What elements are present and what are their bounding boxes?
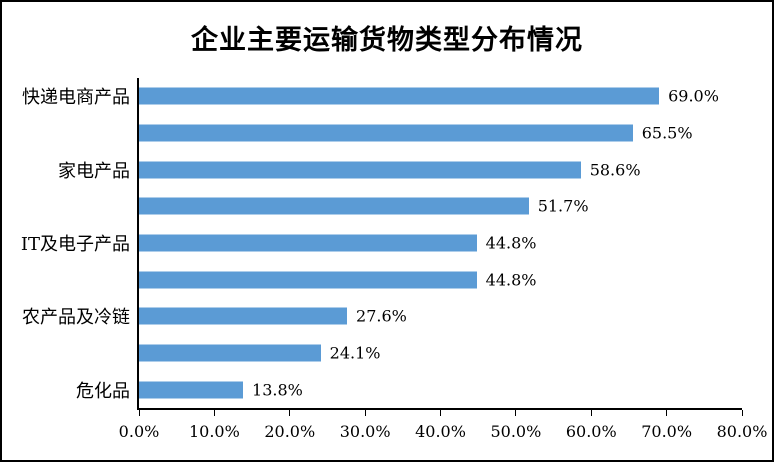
bar-row: 13.8%	[139, 371, 742, 408]
x-axis-tick-label: 10.0%	[188, 422, 240, 441]
x-axis-tick	[213, 410, 215, 416]
x-axis-line	[137, 408, 742, 410]
bar	[139, 124, 633, 142]
bar	[139, 87, 660, 105]
bar	[139, 161, 581, 179]
bar-value-label: 27.6%	[356, 306, 407, 326]
bar-value-label: 58.6%	[589, 160, 641, 180]
category-label: 农产品及冷链	[22, 307, 130, 329]
bar-row: 27.6%	[139, 298, 742, 335]
y-axis-line	[137, 78, 139, 410]
bar	[139, 381, 244, 399]
x-axis-tick	[289, 410, 291, 416]
x-axis-tick	[666, 410, 668, 416]
x-axis-tick-label: 70.0%	[641, 422, 693, 441]
plot-area: 69.0% 65.5% 58.6% 51.7% 44.8% 44.8% 27.6% 24.1%…	[139, 78, 742, 408]
category-label: 家电产品	[58, 160, 130, 182]
y-axis-labels: 快递电商产品家电产品 IT及电子产品 农产品及冷链危化品	[6, 78, 130, 408]
bar-row: 51.7%	[139, 188, 742, 225]
bar	[139, 197, 529, 215]
bar-value-label: 44.8%	[485, 233, 537, 253]
bar-row: 58.6%	[139, 151, 742, 188]
bar-value-label: 44.8%	[485, 270, 537, 290]
bar-value-label: 69.0%	[668, 86, 719, 106]
x-axis-tick-label: 30.0%	[339, 422, 391, 441]
x-axis-tick	[364, 410, 366, 416]
x-axis-tick-label: 80.0%	[716, 422, 768, 441]
bar-row: 69.0%	[139, 78, 742, 115]
bar-row: 65.5%	[139, 115, 742, 152]
bar-value-label: 13.8%	[252, 380, 303, 400]
category-label: 危化品	[76, 380, 130, 402]
x-axis-tick-label: 20.0%	[264, 422, 316, 441]
bar-row: 44.8%	[139, 261, 742, 298]
category-label: IT及电子产品	[20, 234, 130, 255]
x-axis-tick-label: 50.0%	[490, 422, 542, 441]
x-axis-tick	[440, 410, 441, 416]
chart-title: 企业主要运输货物类型分布情况	[191, 25, 583, 56]
bar	[139, 307, 348, 325]
bar	[139, 344, 321, 362]
x-axis-tick	[741, 410, 743, 416]
bar	[139, 271, 477, 289]
x-axis-tick	[515, 410, 517, 416]
category-label: 快递电商产品	[22, 87, 130, 109]
x-axis-tick	[138, 410, 140, 416]
bar-value-label: 51.7%	[537, 196, 589, 216]
x-axis: 0.0% 10.0% 20.0% 30.0% 40.0% 50.0% 60.0% 70.0% 8…	[119, 410, 767, 456]
x-axis-tick-label: 0.0%	[118, 422, 160, 441]
x-axis-tick	[590, 410, 592, 416]
bar	[139, 234, 477, 252]
bar-row: 44.8%	[139, 225, 742, 262]
x-axis-tick-label: 60.0%	[565, 422, 617, 441]
bar-value-label: 24.1%	[329, 343, 381, 363]
bar-row: 24.1%	[139, 335, 742, 372]
x-axis-tick-label: 40.0%	[415, 422, 466, 441]
bar-value-label: 65.5%	[641, 123, 693, 143]
